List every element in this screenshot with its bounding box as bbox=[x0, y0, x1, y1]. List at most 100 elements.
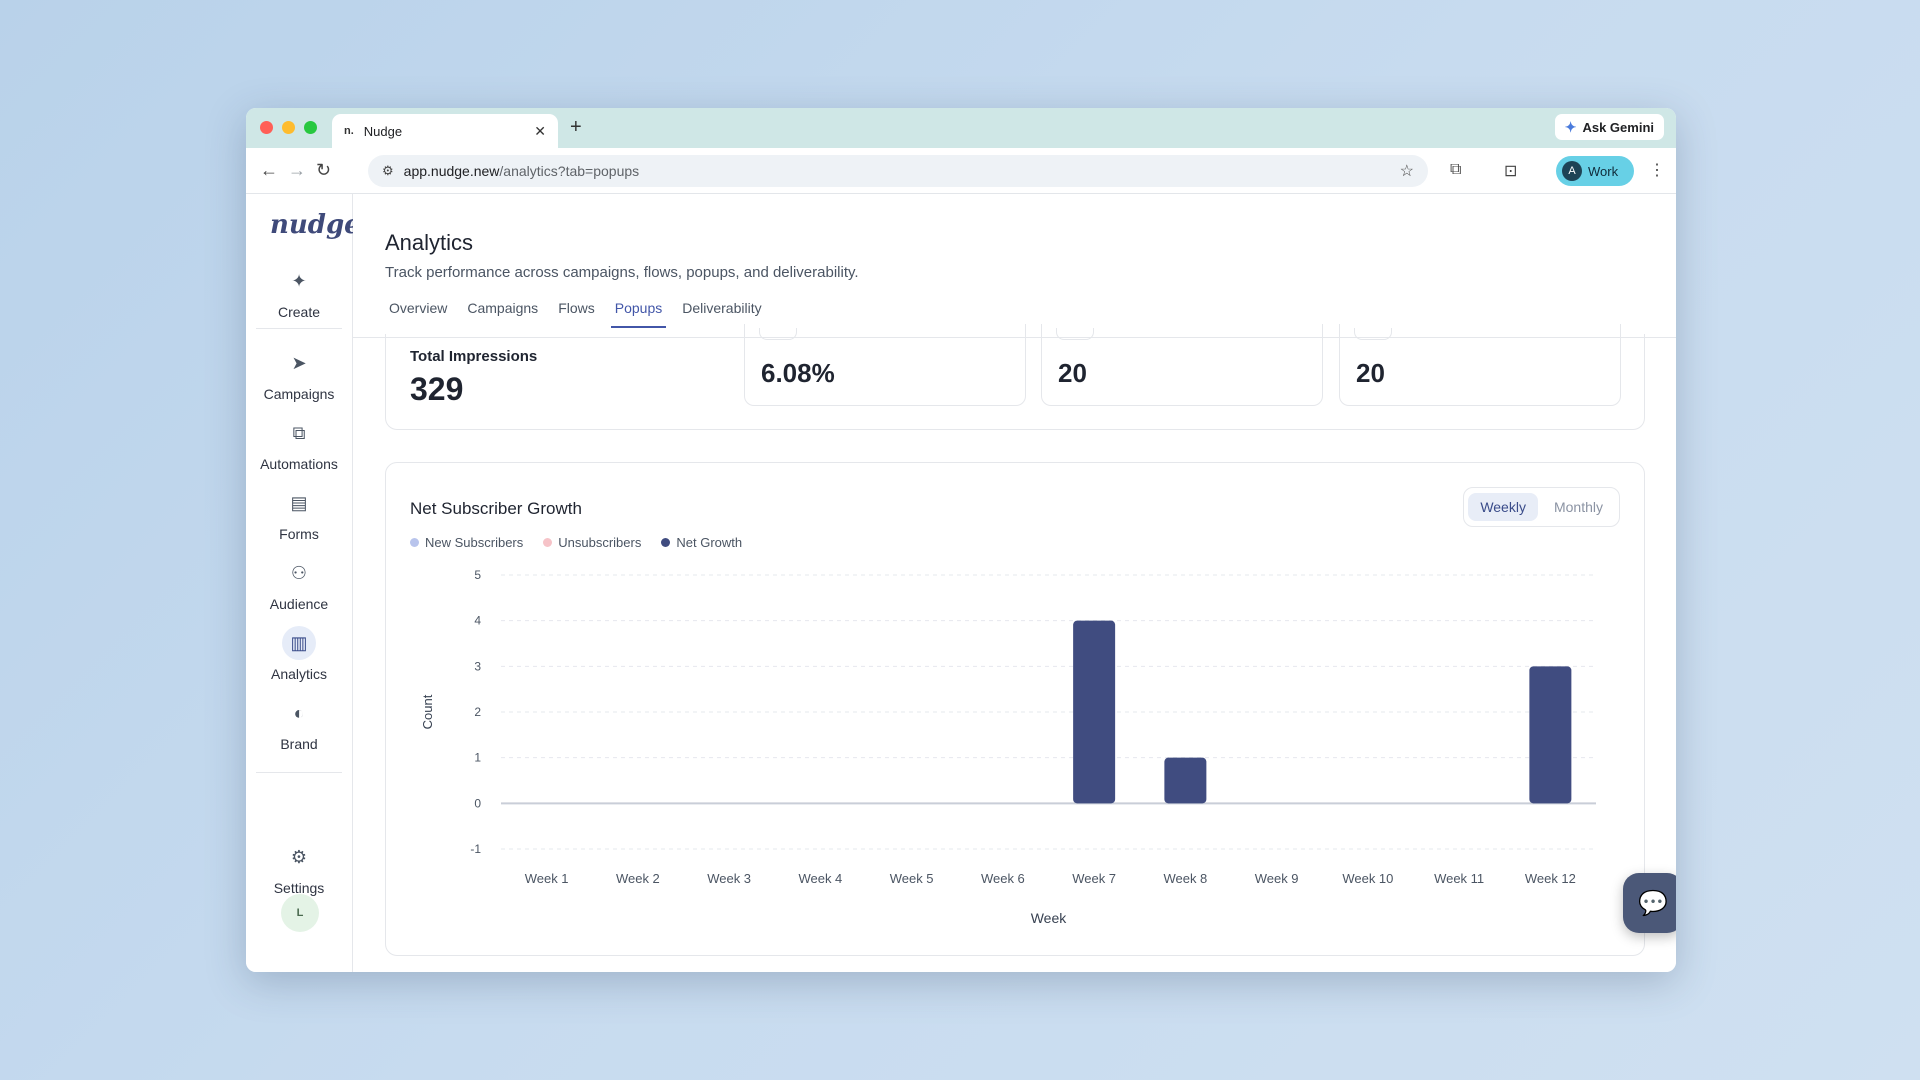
profile-avatar: A bbox=[1562, 161, 1582, 181]
chat-support-button[interactable]: 💬 bbox=[1623, 873, 1676, 933]
legend-item-net-growth[interactable]: Net Growth bbox=[661, 535, 742, 550]
sidebar-divider bbox=[256, 328, 342, 329]
period-toggle: Weekly Monthly bbox=[1463, 487, 1620, 527]
maximize-window-button[interactable] bbox=[304, 121, 317, 134]
sidebar-item-label: Campaigns bbox=[263, 386, 335, 402]
sidebar-item-campaigns[interactable]: ➤ Campaigns bbox=[246, 346, 352, 402]
new-tab-icon[interactable]: + bbox=[570, 116, 582, 138]
x-axis-label: Week bbox=[1031, 910, 1068, 926]
sidebar-item-label: Automations bbox=[260, 456, 338, 472]
sidebar-item-forms[interactable]: ▤ Forms bbox=[246, 486, 352, 542]
palette-icon: ◐ bbox=[293, 703, 305, 723]
chart-title: Net Subscriber Growth bbox=[410, 499, 582, 518]
tab-deliverability[interactable]: Deliverability bbox=[682, 300, 762, 316]
x-tick-label: Week 7 bbox=[1072, 871, 1116, 886]
reload-icon[interactable]: ↻ bbox=[316, 160, 332, 180]
legend-item-new-subscribers[interactable]: New Subscribers bbox=[410, 535, 523, 550]
minimize-window-button[interactable] bbox=[282, 121, 295, 134]
stat-box: 20 bbox=[1041, 324, 1323, 406]
x-tick-label: Week 1 bbox=[525, 871, 569, 886]
page-subtitle: Track performance across campaigns, flow… bbox=[385, 264, 859, 281]
stat-value: 329 bbox=[410, 371, 464, 407]
main-content: Analytics Track performance across campa… bbox=[353, 194, 1676, 972]
sidebar-item-label: Create bbox=[277, 304, 321, 320]
stat-label: Total Impressions bbox=[410, 348, 538, 365]
stats-card: Total Impressions 329 6.08% 20 20 bbox=[385, 324, 1645, 430]
plus-icon: ✦ bbox=[291, 271, 307, 291]
x-tick-label: Week 12 bbox=[1525, 871, 1576, 886]
x-tick-label: Week 10 bbox=[1342, 871, 1393, 886]
tab-flows[interactable]: Flows bbox=[558, 300, 595, 316]
back-icon[interactable]: ← bbox=[260, 160, 278, 180]
sidebar-item-label: Forms bbox=[279, 526, 319, 542]
bar bbox=[1164, 757, 1207, 804]
close-window-button[interactable] bbox=[260, 121, 273, 134]
stat-icon-badge bbox=[759, 328, 797, 340]
net-subscriber-growth-card: Net Subscriber Growth New Subscribers Un… bbox=[385, 462, 1645, 956]
legend-item-unsubscribers[interactable]: Unsubscribers bbox=[543, 535, 641, 550]
stat-value: 20 bbox=[1058, 358, 1087, 388]
tab-favicon-icon: n. bbox=[344, 125, 354, 137]
ask-gemini-button[interactable]: ✦ Ask Gemini bbox=[1554, 114, 1664, 140]
legend-dot bbox=[410, 538, 419, 547]
sidebar-item-audience[interactable]: ⚇ Audience bbox=[246, 556, 352, 612]
y-tick-label: -1 bbox=[470, 842, 481, 856]
sidebar: nudge ✦ Create ➤ Campaigns ⧉ Automations… bbox=[246, 194, 361, 972]
x-tick-label: Week 4 bbox=[798, 871, 842, 886]
sidebar-item-label: Brand bbox=[280, 736, 318, 752]
page-title: Analytics bbox=[385, 230, 474, 255]
y-tick-label: 1 bbox=[474, 751, 481, 765]
chart-legend: New Subscribers Unsubscribers Net Growth bbox=[410, 535, 742, 550]
tab-campaigns[interactable]: Campaigns bbox=[467, 300, 539, 316]
y-tick-label: 5 bbox=[474, 568, 481, 582]
app-area: nudge ✦ Create ➤ Campaigns ⧉ Automations… bbox=[246, 194, 1676, 972]
x-tick-label: Week 9 bbox=[1255, 871, 1299, 886]
tabs-divider bbox=[353, 337, 1676, 338]
extensions-icon[interactable]: ⧉ bbox=[1450, 161, 1462, 178]
sidebar-item-label: Analytics bbox=[270, 666, 328, 682]
tab-popups[interactable]: Popups bbox=[610, 300, 667, 328]
weekly-toggle-option[interactable]: Weekly bbox=[1468, 493, 1538, 521]
send-icon: ➤ bbox=[291, 353, 307, 373]
monthly-toggle-option[interactable]: Monthly bbox=[1553, 499, 1603, 515]
sidebar-item-analytics[interactable]: ▥ Analytics bbox=[246, 626, 352, 682]
chat-bubble-icon: 💬 bbox=[1638, 889, 1668, 917]
sidebar-item-label: Audience bbox=[269, 596, 329, 612]
legend-dot bbox=[543, 538, 553, 547]
bar bbox=[1529, 666, 1572, 804]
x-tick-label: Week 6 bbox=[981, 871, 1025, 886]
close-tab-icon[interactable]: ✕ bbox=[534, 122, 546, 139]
site-info-icon[interactable]: ⚙ bbox=[382, 163, 394, 178]
sidebar-item-automations[interactable]: ⧉ Automations bbox=[246, 416, 352, 472]
more-menu-icon[interactable]: ⋮ bbox=[1649, 162, 1665, 179]
bookmark-star-icon[interactable]: ☆ bbox=[1399, 163, 1414, 180]
bar-chart-icon: ▥ bbox=[282, 626, 316, 660]
bar-chart: -1 0 1 2 3 4 5 Week 1 Week 2 Week 3 Week 4 Week 5 We… bbox=[420, 568, 1596, 926]
tab-search-icon[interactable]: ⊡ bbox=[1504, 163, 1518, 180]
y-tick-label: 0 bbox=[474, 796, 481, 810]
address-bar[interactable]: ⚙ app.nudge.new/analytics?tab=popups ☆ bbox=[368, 155, 1428, 187]
sidebar-divider bbox=[256, 772, 342, 773]
browser-window: n. Nudge ✕ + ✦ Ask Gemini ← → ↻ ⚙ app.nu… bbox=[246, 108, 1676, 972]
sidebar-item-brand[interactable]: ◐ Brand bbox=[246, 696, 352, 752]
stat-icon-badge bbox=[1354, 328, 1392, 340]
x-tick-label: Week 2 bbox=[616, 871, 660, 886]
tab-overview[interactable]: Overview bbox=[389, 300, 448, 316]
forward-icon[interactable]: → bbox=[288, 160, 306, 180]
x-tick-label: Week 5 bbox=[890, 871, 934, 886]
sidebar-item-create[interactable]: ✦ Create bbox=[246, 264, 352, 320]
ask-gemini-label: Ask Gemini bbox=[1582, 119, 1654, 135]
user-avatar[interactable]: L bbox=[281, 894, 319, 932]
profile-button[interactable]: A Work bbox=[1556, 156, 1634, 186]
url-text: app.nudge.new/analytics?tab=popups bbox=[403, 163, 640, 179]
sidebar-item-settings[interactable]: ⚙ Settings bbox=[246, 840, 352, 896]
x-tick-label: Week 8 bbox=[1163, 871, 1207, 886]
document-icon: ▤ bbox=[290, 493, 308, 513]
y-tick-label: 2 bbox=[474, 705, 481, 719]
profile-label: Work bbox=[1588, 163, 1619, 179]
browser-toolbar: ← → ↻ ⚙ app.nudge.new/analytics?tab=popu… bbox=[246, 148, 1676, 194]
window-controls bbox=[260, 121, 317, 134]
browser-tab[interactable]: n. Nudge ✕ bbox=[332, 114, 558, 148]
nudge-logo[interactable]: nudge bbox=[270, 210, 361, 240]
gear-icon: ⚙ bbox=[290, 847, 308, 867]
